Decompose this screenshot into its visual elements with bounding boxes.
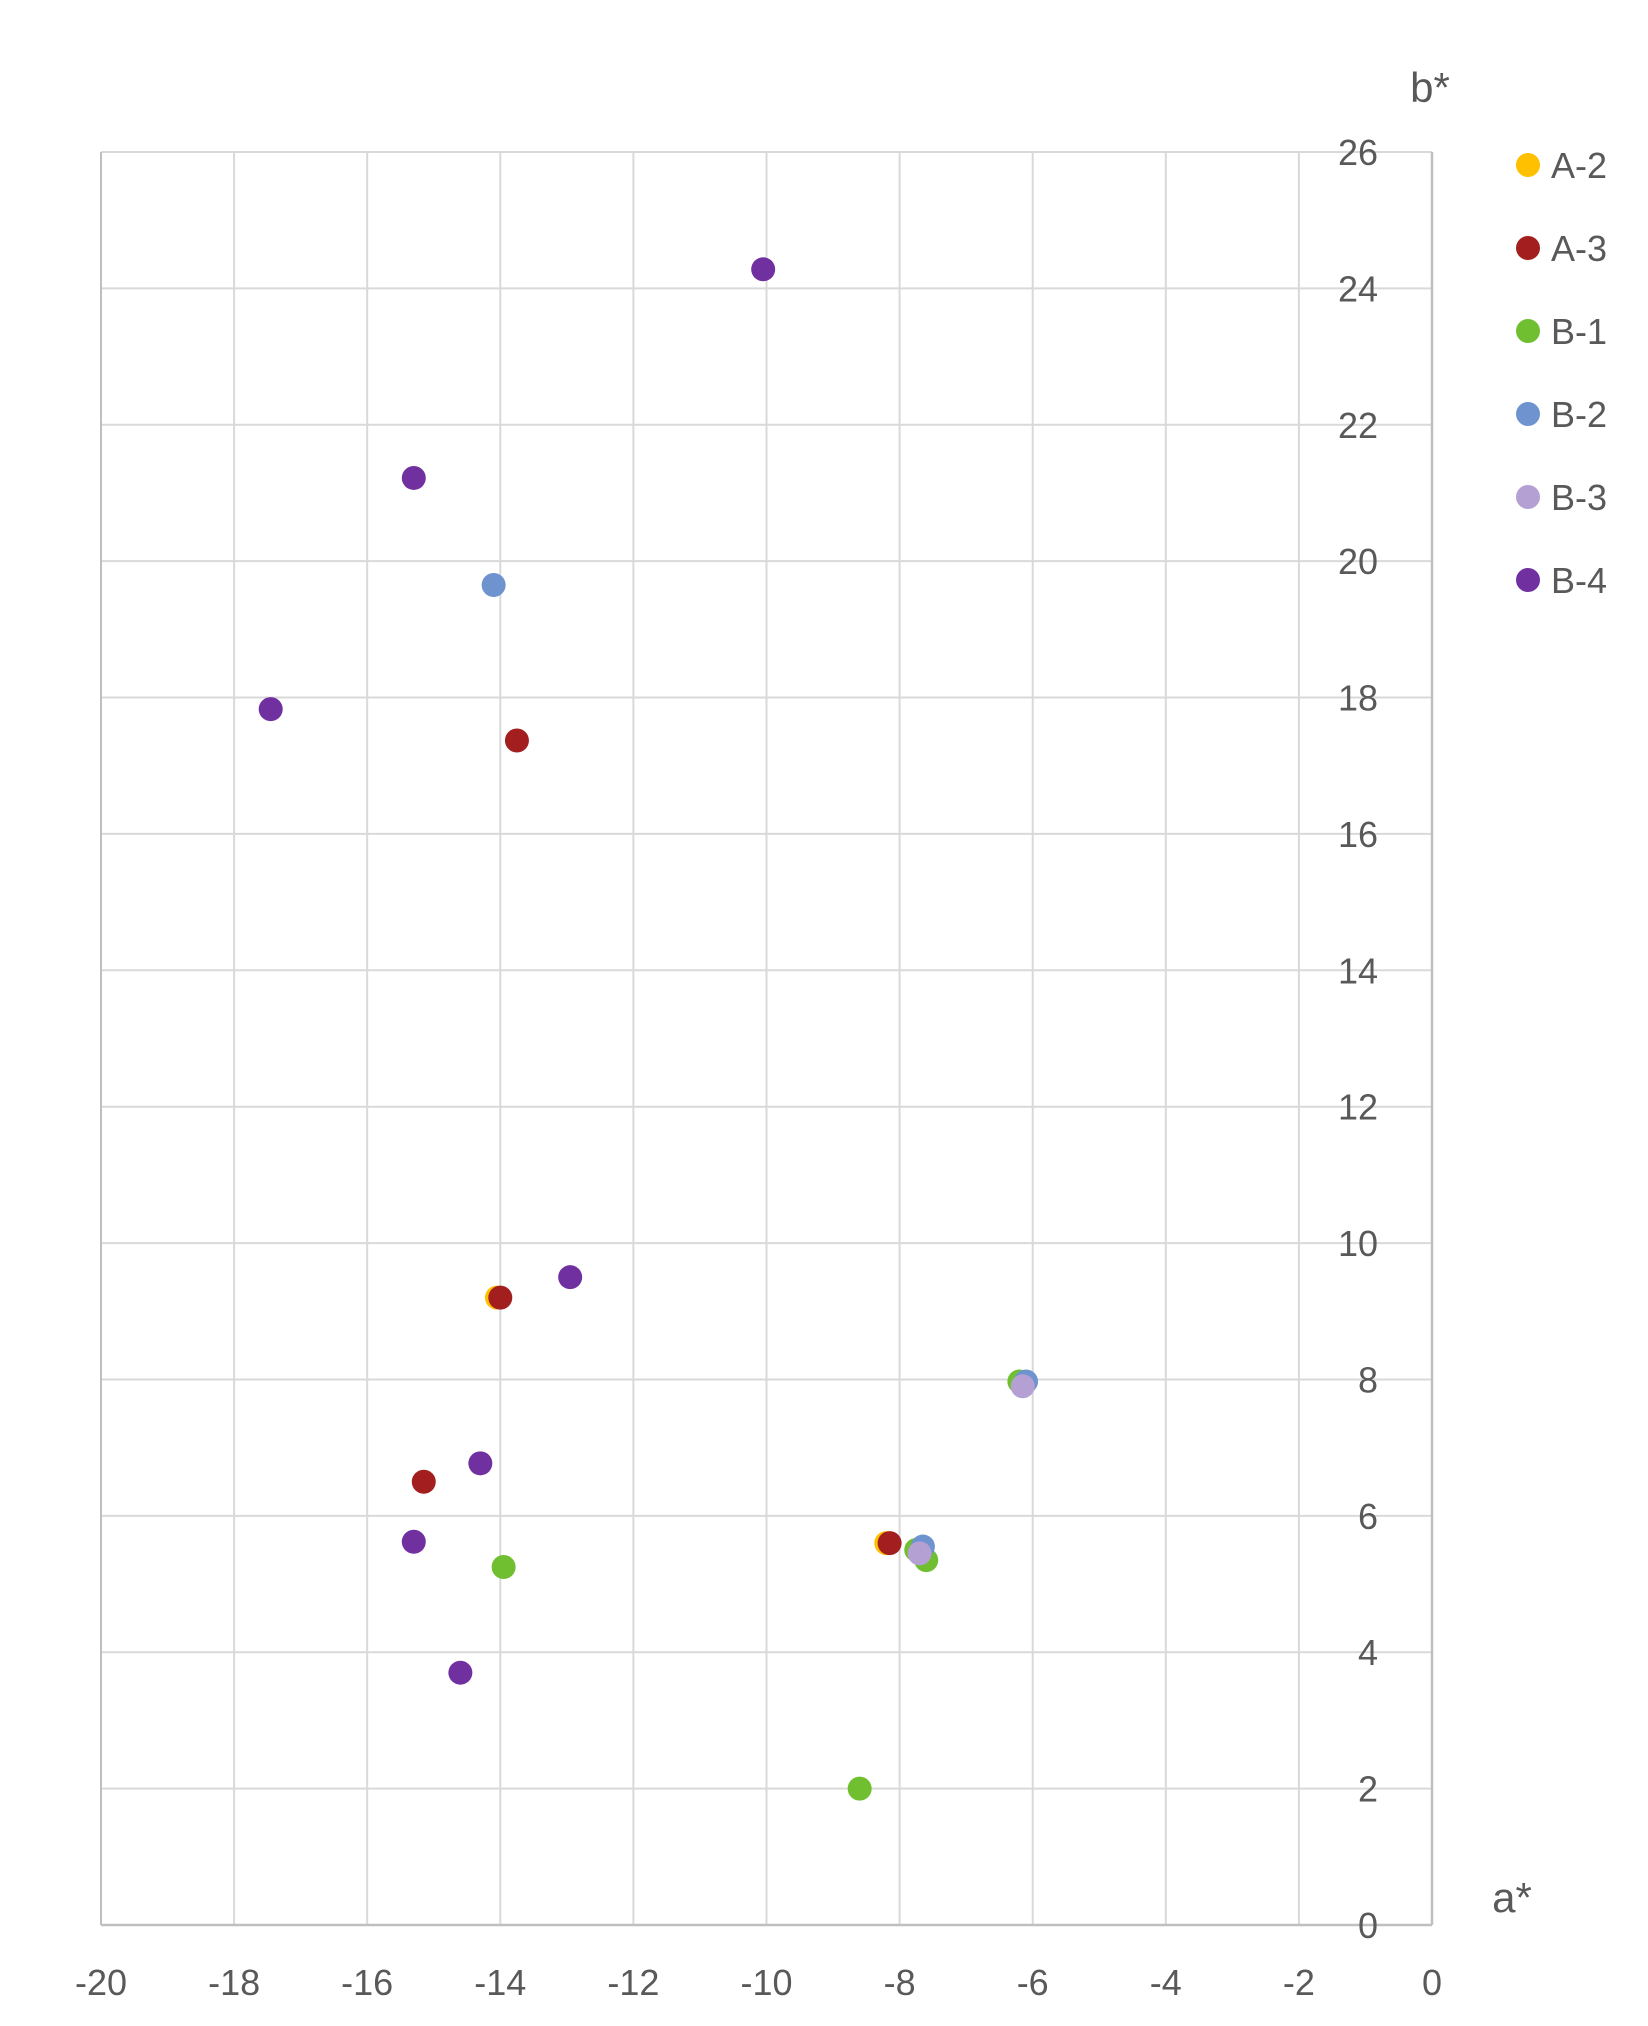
y-tick-label: 18	[1338, 678, 1378, 719]
data-point-b-4	[751, 257, 776, 282]
x-tick-label: -2	[1283, 1962, 1315, 2003]
y-axis-title: b*	[1410, 64, 1450, 111]
data-point-a-3	[411, 1469, 436, 1494]
x-tick-label: 0	[1422, 1962, 1442, 2003]
data-point-b-4	[448, 1660, 473, 1685]
y-tick-label: 8	[1358, 1359, 1378, 1400]
data-point-a-3	[504, 728, 529, 753]
data-point-b-4	[558, 1265, 583, 1290]
y-tick-label: 10	[1338, 1223, 1378, 1264]
tick-label-layer: -20 -18 -16 -14 -12 -10 -8 -6 -4 -2 00246810121416…	[75, 132, 1442, 2003]
data-point-a-3	[877, 1531, 902, 1556]
legend-marker	[1516, 153, 1540, 177]
legend-marker	[1516, 402, 1540, 426]
data-point-b-4	[258, 697, 283, 722]
x-tick-label: -4	[1150, 1962, 1182, 2003]
x-axis-title: a*	[1492, 1874, 1532, 1921]
data-point-b-4	[401, 465, 426, 490]
y-tick-label: 0	[1358, 1905, 1378, 1946]
y-tick-label: 20	[1338, 541, 1378, 582]
x-tick-label: -18	[208, 1962, 260, 2003]
grid-layer	[101, 151, 1432, 1925]
x-tick-label: -12	[607, 1962, 659, 2003]
legend: A-2 A-3 B-1 B-2 B-3 B-4	[1516, 145, 1607, 601]
x-tick-label: -14	[474, 1962, 526, 2003]
data-point-b-4	[468, 1451, 493, 1476]
data-point-b-1	[847, 1776, 872, 1801]
y-tick-label: 4	[1358, 1632, 1378, 1673]
data-point-a-3	[488, 1285, 513, 1310]
y-tick-label: 24	[1338, 268, 1378, 309]
legend-label: B-3	[1551, 477, 1607, 518]
legend-label: B-4	[1551, 560, 1607, 601]
legend-marker	[1516, 568, 1540, 592]
y-tick-label: 26	[1338, 132, 1378, 173]
legend-marker	[1516, 319, 1540, 343]
data-point-b-1	[491, 1554, 516, 1579]
y-tick-label: 2	[1358, 1769, 1378, 1810]
legend-label: B-2	[1551, 394, 1607, 435]
legend-marker	[1516, 236, 1540, 260]
data-point-b-3	[1010, 1374, 1035, 1399]
x-tick-label: -16	[341, 1962, 393, 2003]
x-tick-label: -8	[884, 1962, 916, 2003]
y-tick-label: 22	[1338, 405, 1378, 446]
legend-marker	[1516, 485, 1540, 509]
y-tick-label: 14	[1338, 950, 1378, 991]
data-point-b-4	[401, 1529, 426, 1554]
legend-label: B-1	[1551, 311, 1607, 352]
legend-label: A-2	[1551, 145, 1607, 186]
data-points-layer	[258, 257, 1039, 1801]
axis-layer	[100, 152, 1434, 1927]
x-tick-label: -6	[1017, 1962, 1049, 2003]
legend-label: A-3	[1551, 228, 1607, 269]
x-tick-label: -10	[740, 1962, 792, 2003]
y-tick-label: 12	[1338, 1087, 1378, 1128]
y-tick-label: 6	[1358, 1496, 1378, 1537]
data-point-b-2	[481, 573, 506, 598]
x-tick-label: -20	[75, 1962, 127, 2003]
data-point-b-3	[907, 1541, 932, 1566]
y-tick-label: 16	[1338, 814, 1378, 855]
